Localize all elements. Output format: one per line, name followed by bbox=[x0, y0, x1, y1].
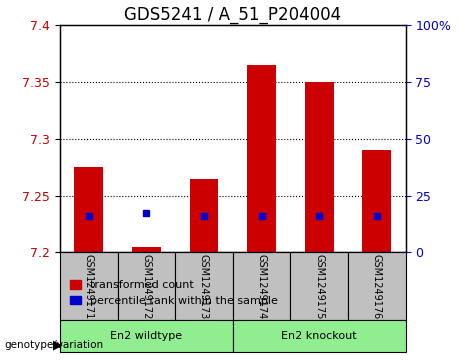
Bar bbox=[233, 252, 290, 320]
Text: En2 knockout: En2 knockout bbox=[281, 331, 357, 341]
Text: GSM1249174: GSM1249174 bbox=[257, 254, 266, 319]
Bar bbox=[305, 82, 334, 252]
Text: ▶: ▶ bbox=[53, 338, 62, 351]
Bar bbox=[74, 167, 103, 252]
Text: genotype/variation: genotype/variation bbox=[5, 340, 104, 350]
Bar bbox=[233, 320, 406, 352]
Bar bbox=[60, 320, 233, 352]
Bar bbox=[348, 252, 406, 320]
Title: GDS5241 / A_51_P204004: GDS5241 / A_51_P204004 bbox=[124, 6, 341, 24]
Text: GSM1249171: GSM1249171 bbox=[84, 254, 94, 319]
Bar bbox=[60, 252, 118, 320]
Bar bbox=[132, 246, 161, 252]
Bar bbox=[175, 252, 233, 320]
Text: GSM1249175: GSM1249175 bbox=[314, 254, 324, 319]
Text: GSM1249172: GSM1249172 bbox=[142, 254, 151, 319]
Text: En2 wildtype: En2 wildtype bbox=[110, 331, 183, 341]
Bar bbox=[247, 65, 276, 252]
Text: GSM1249173: GSM1249173 bbox=[199, 254, 209, 319]
Bar bbox=[189, 179, 219, 252]
Text: GSM1249176: GSM1249176 bbox=[372, 254, 382, 319]
Bar bbox=[118, 252, 175, 320]
Bar bbox=[362, 150, 391, 252]
Legend: transformed count, percentile rank within the sample: transformed count, percentile rank withi… bbox=[65, 276, 282, 310]
Bar bbox=[290, 252, 348, 320]
